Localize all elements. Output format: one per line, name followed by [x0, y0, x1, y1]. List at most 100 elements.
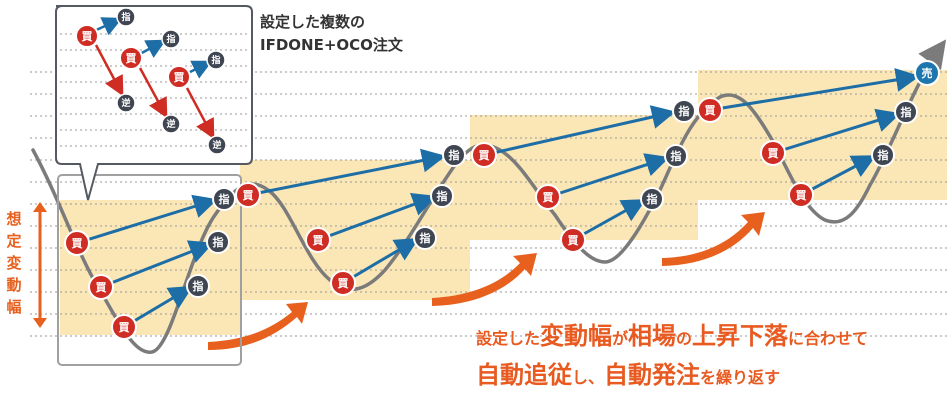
trend-arrow-1: [208, 302, 308, 350]
limit-marker: 指: [442, 143, 466, 167]
limit-marker: 指: [116, 7, 136, 27]
arrow-buy-to-limit: [772, 108, 901, 155]
limit-marker: 指: [894, 100, 918, 124]
plain-text: を繰り返す: [700, 368, 780, 387]
bottom-message-line2: 自動追従し、自動発注を繰り返す: [476, 361, 780, 389]
callout-title-line1: 設定した複数の: [260, 13, 365, 31]
emphasis-text: 自動追従: [476, 361, 572, 389]
plain-text: に合わせて: [788, 329, 868, 348]
marker-label: 指: [437, 189, 448, 203]
buy-marker: 買: [535, 184, 561, 210]
emphasis-text: 自動発注: [604, 361, 700, 389]
range-label-char: 幅: [6, 298, 21, 316]
limit-marker: 指: [672, 99, 696, 123]
arrow-buy-to-limit: [800, 155, 877, 197]
emphasis-text: 変動幅: [540, 322, 612, 350]
limit-marker: 指: [206, 230, 230, 254]
arrow-buy-to-limit: [342, 237, 420, 285]
plain-text: 設定した: [476, 329, 540, 348]
buy-marker: 買: [88, 274, 114, 300]
marker-label: 指: [121, 11, 130, 23]
range-label-char: 定: [6, 232, 21, 250]
arrow-buy-to-limit: [247, 148, 446, 197]
trend-arrow-2: [432, 253, 537, 306]
limit-marker: 指: [206, 50, 226, 70]
marker-label: 逆: [212, 139, 221, 151]
marker-label: 指: [193, 279, 204, 293]
arrow-buy-to-limit: [317, 193, 437, 242]
stop-marker: 逆: [116, 93, 136, 113]
arrow-buy-to-limit: [709, 68, 920, 112]
marker-label: 指: [449, 148, 460, 162]
marker-label: 指: [420, 231, 431, 245]
marker-label: 指: [671, 149, 682, 163]
marker-label: 指: [219, 192, 230, 206]
marker-label: 指: [878, 148, 889, 162]
buy-marker: 買: [75, 24, 99, 48]
range-band-4: [698, 70, 947, 200]
marker-label: 買: [174, 71, 185, 84]
marker-label: 指: [211, 54, 220, 66]
marker-label: 逆: [166, 118, 175, 130]
marker-label: 指: [679, 104, 690, 118]
marker-label: 買: [568, 234, 579, 247]
arrow-buy-to-limit: [483, 105, 676, 157]
buy-marker: 買: [111, 314, 137, 340]
marker-label: 買: [82, 30, 93, 43]
trend-arrow-3: [662, 212, 765, 266]
sell-marker: 売: [914, 60, 940, 86]
marker-label: 買: [126, 52, 137, 65]
marker-label: 買: [119, 321, 130, 334]
range-indicator: 想定変動幅: [5, 202, 47, 328]
limit-marker: 指: [413, 226, 437, 250]
marker-label: 買: [479, 149, 490, 162]
callout-box: [55, 5, 253, 201]
limit-marker: 指: [212, 187, 236, 211]
range-band-3: [470, 115, 698, 240]
buy-marker: 買: [167, 65, 191, 89]
stop-marker: 逆: [207, 135, 227, 155]
plain-text: が: [612, 329, 628, 348]
stop-marker: 逆: [161, 114, 181, 134]
buy-marker: 買: [471, 142, 497, 168]
marker-label: 買: [768, 147, 779, 160]
limit-marker: 指: [640, 187, 664, 211]
callout-title-line2: IFDONE+OCO注文: [260, 36, 404, 54]
marker-label: 指: [647, 192, 658, 206]
first-cycle-frame: [57, 174, 242, 366]
arrow-buy-to-limit: [76, 194, 218, 245]
marker-label: 買: [243, 189, 254, 202]
marker-label: 指: [166, 33, 175, 45]
marker-label: 買: [705, 104, 716, 117]
range-label-char: 動: [6, 276, 21, 294]
emphasis-text: 相場: [628, 322, 676, 350]
range-label: 想定変動幅: [5, 210, 21, 316]
limit-marker: 指: [430, 184, 454, 208]
plain-text: し、: [572, 368, 604, 387]
arrow-buy-to-limit: [100, 240, 214, 289]
buy-marker: 買: [119, 46, 143, 70]
marker-label: 買: [313, 234, 324, 247]
trend-arrows: [208, 212, 765, 350]
range-label-char: 想: [5, 210, 21, 228]
marker-label: 買: [338, 277, 349, 290]
marker-label: 指: [213, 235, 224, 249]
range-label-char: 変: [6, 254, 21, 272]
limit-marker: 指: [161, 29, 181, 49]
limit-marker: 指: [871, 143, 895, 167]
buy-marker: 買: [64, 230, 90, 256]
buy-marker: 買: [788, 182, 814, 208]
buy-marker: 買: [560, 227, 586, 253]
buy-marker: 買: [235, 182, 261, 208]
order-arrows: [76, 68, 920, 329]
limit-marker: 指: [186, 274, 210, 298]
bottom-message-line1: 設定した変動幅が相場の上昇下落に合わせて: [476, 322, 868, 350]
marker-label: 売: [922, 66, 933, 80]
marker-label: 買: [96, 281, 107, 294]
arrow-buy-to-limit: [547, 153, 670, 199]
limit-marker: 指: [664, 144, 688, 168]
marker-label: 逆: [121, 97, 130, 109]
callout-markers: 買 指 逆 買 指 逆 買 指: [75, 7, 227, 155]
marker-label: 買: [72, 237, 83, 250]
